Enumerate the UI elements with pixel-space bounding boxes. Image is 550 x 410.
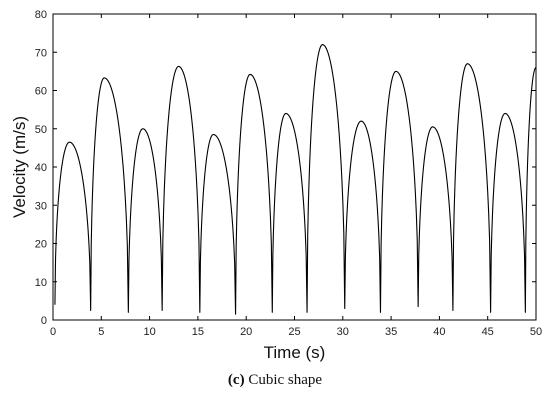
y-tick-label: 60	[35, 86, 47, 98]
x-tick-label: 20	[240, 326, 252, 338]
y-axis-title: Velocity (m/s)	[10, 116, 29, 218]
velocity-series-line	[54, 44, 537, 315]
x-tick-label: 5	[98, 326, 104, 338]
y-tick-label: 10	[35, 277, 47, 289]
y-tick-label: 40	[35, 162, 47, 174]
x-tick-label: 25	[288, 326, 300, 338]
y-tick-label: 70	[35, 47, 47, 59]
y-tick-label: 50	[35, 124, 47, 136]
x-tick-label: 50	[530, 326, 542, 338]
y-tick-label: 0	[41, 315, 47, 327]
x-tick-label: 45	[482, 326, 494, 338]
y-tick-label: 20	[35, 239, 47, 251]
x-tick-label: 30	[337, 326, 349, 338]
plot-frame	[52, 13, 537, 321]
x-tick-label: 0	[50, 326, 56, 338]
y-tick-label: 30	[35, 200, 47, 212]
caption-text: Cubic shape	[244, 372, 323, 388]
x-tick-label: 35	[385, 326, 397, 338]
caption-label: (c)	[227, 372, 245, 388]
figure-caption: (c) Cubic shape	[0, 372, 550, 389]
x-tick-label: 15	[192, 326, 204, 338]
velocity-chart: 0 5 10 15 20 25 30 35 40 45 50 0 10 20 30 40 50 60 70 80 Ti…	[10, 9, 542, 362]
y-tick-label: 80	[35, 9, 47, 21]
x-tick-label: 10	[143, 326, 155, 338]
x-tick-label: 40	[433, 326, 445, 338]
x-axis-title: Time (s)	[264, 343, 326, 362]
